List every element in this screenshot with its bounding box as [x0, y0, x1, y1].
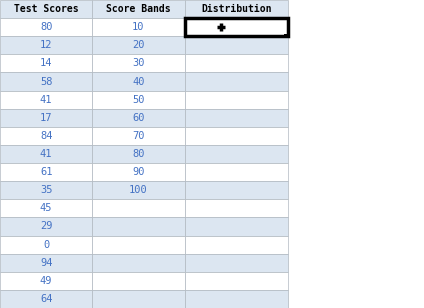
Bar: [184, 18, 288, 36]
Bar: [184, 217, 288, 236]
Text: 80: 80: [132, 149, 145, 159]
Bar: [92, 109, 184, 127]
Text: 84: 84: [40, 131, 53, 141]
Bar: [92, 199, 184, 217]
Bar: [0, 18, 92, 36]
Text: 60: 60: [132, 113, 145, 123]
Text: 12: 12: [40, 40, 53, 50]
Bar: [184, 18, 288, 36]
Bar: [0, 127, 92, 145]
Bar: [0, 163, 92, 181]
Bar: [0, 217, 92, 236]
Bar: [184, 236, 288, 254]
Bar: [0, 72, 92, 91]
Bar: [184, 18, 288, 36]
Bar: [0, 254, 92, 272]
Bar: [0, 91, 92, 109]
Text: 50: 50: [132, 95, 145, 105]
Bar: [0, 54, 92, 72]
Bar: [0, 36, 92, 54]
Bar: [92, 181, 184, 199]
Bar: [92, 163, 184, 181]
Text: 14: 14: [40, 59, 53, 68]
Bar: [184, 163, 288, 181]
Text: 35: 35: [40, 185, 53, 195]
Bar: [184, 199, 288, 217]
Text: 90: 90: [132, 167, 145, 177]
Bar: [92, 36, 184, 54]
Text: 45: 45: [40, 203, 53, 213]
Text: 64: 64: [40, 294, 53, 304]
Bar: [92, 145, 184, 163]
Bar: [0, 290, 92, 308]
Bar: [92, 54, 184, 72]
Bar: [92, 18, 184, 36]
Bar: [0, 199, 92, 217]
Bar: [0, 181, 92, 199]
Bar: [0, 145, 92, 163]
Bar: [0, 109, 92, 127]
Text: 49: 49: [40, 276, 53, 286]
Text: 0: 0: [43, 240, 49, 249]
Text: 80: 80: [40, 22, 53, 32]
Bar: [184, 36, 288, 54]
Bar: [184, 272, 288, 290]
Text: 30: 30: [132, 59, 145, 68]
Bar: [184, 109, 288, 127]
Text: 17: 17: [40, 113, 53, 123]
Bar: [184, 290, 288, 308]
Bar: [92, 236, 184, 254]
Text: 61: 61: [40, 167, 53, 177]
Bar: [92, 217, 184, 236]
Bar: [184, 181, 288, 199]
Bar: [92, 127, 184, 145]
Bar: [184, 145, 288, 163]
Bar: [184, 72, 288, 91]
Bar: [184, 91, 288, 109]
Text: Test Scores: Test Scores: [14, 4, 78, 14]
Bar: [92, 0, 184, 18]
Bar: [184, 254, 288, 272]
Bar: [0, 236, 92, 254]
Bar: [285, 34, 288, 38]
Bar: [184, 54, 288, 72]
Bar: [92, 72, 184, 91]
Text: 10: 10: [132, 22, 145, 32]
Bar: [184, 127, 288, 145]
Bar: [92, 290, 184, 308]
Text: 41: 41: [40, 149, 53, 159]
Text: 40: 40: [132, 76, 145, 87]
Text: 29: 29: [40, 221, 53, 232]
Bar: [0, 272, 92, 290]
Text: Score Bands: Score Bands: [106, 4, 171, 14]
Text: 58: 58: [40, 76, 53, 87]
Text: 100: 100: [129, 185, 148, 195]
Text: Distribution: Distribution: [201, 4, 272, 14]
Bar: [184, 0, 288, 18]
Text: 41: 41: [40, 95, 53, 105]
Text: 94: 94: [40, 258, 53, 268]
Bar: [92, 272, 184, 290]
Text: 70: 70: [132, 131, 145, 141]
Text: 20: 20: [132, 40, 145, 50]
Bar: [92, 91, 184, 109]
Bar: [0, 0, 92, 18]
Bar: [92, 254, 184, 272]
